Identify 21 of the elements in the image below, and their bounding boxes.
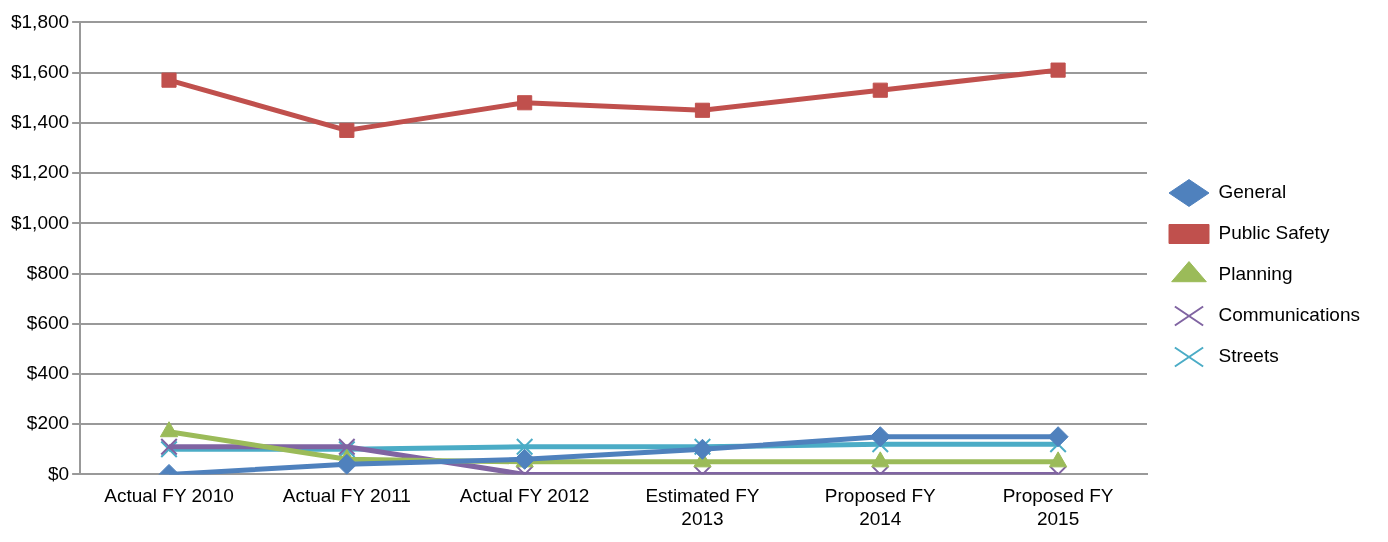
legend-label: General [1218, 181, 1287, 203]
x-tick-label: Actual FY 2011 [282, 485, 411, 507]
x-tick-label: Actual FY 2010 [104, 485, 234, 507]
legend-label: Communications [1218, 304, 1360, 326]
y-tick-label: $1,400 [10, 111, 70, 133]
legend-label: Public Safety [1218, 222, 1330, 244]
y-tick-label: $1,000 [10, 211, 70, 233]
y-tick-label: $1,600 [10, 60, 70, 82]
x-tick-label: Proposed FY 2015 [1002, 485, 1114, 529]
y-tick-label: $600 [26, 311, 70, 333]
y-tick-label: $1,200 [10, 161, 70, 183]
y-tick-label: $800 [26, 261, 70, 283]
y-tick-label: $0 [47, 462, 70, 484]
y-tick-label: $400 [26, 362, 70, 384]
x-tick-label: Actual FY 2012 [459, 485, 590, 507]
legend-label: Planning [1218, 263, 1293, 285]
y-tick-label: $200 [26, 412, 70, 434]
x-tick-label: Proposed FY 2014 [824, 485, 937, 529]
legend-label: Streets [1218, 345, 1279, 367]
x-tick-label: Estimated FY 2013 [645, 485, 760, 529]
y-tick-label: $1,800 [10, 10, 70, 32]
